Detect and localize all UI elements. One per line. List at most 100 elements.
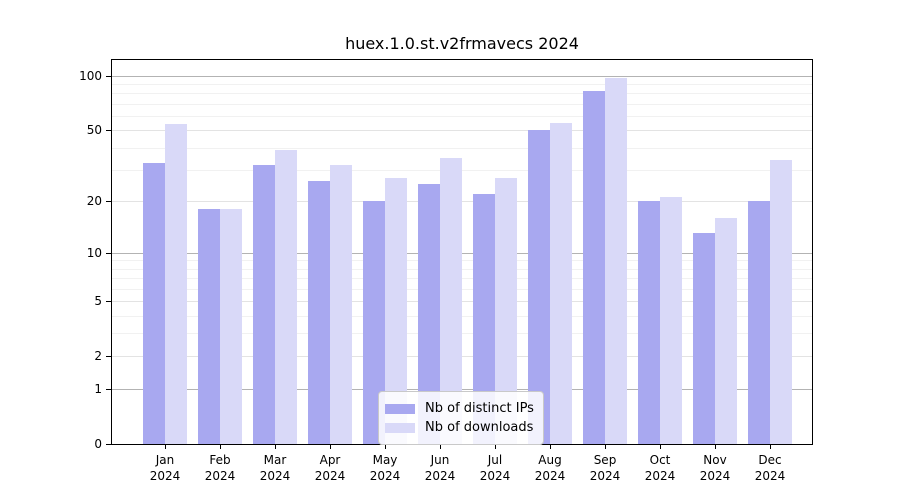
x-tick-month: Aug xyxy=(538,453,562,467)
legend-label-distinct-ips: Nb of distinct IPs xyxy=(425,401,534,416)
bar-downloads-jan xyxy=(165,124,187,444)
legend-item-distinct-ips: Nb of distinct IPs xyxy=(385,400,535,417)
gridline-decade xyxy=(112,76,812,77)
x-tick-year: 2024 xyxy=(699,469,731,483)
gridline-minor xyxy=(112,170,812,171)
bar-distinct-ips-jun xyxy=(418,183,440,444)
x-tick-year: 2024 xyxy=(314,469,346,483)
x-tick-year: 2024 xyxy=(644,469,676,483)
x-tick-mark xyxy=(220,445,221,449)
bar-distinct-ips-feb xyxy=(198,209,220,444)
x-tick-label: Aug 2024 xyxy=(518,452,582,484)
x-tick-label: Sep 2024 xyxy=(573,452,637,484)
gridline-minor xyxy=(112,333,812,334)
x-tick-mark xyxy=(495,445,496,449)
bar-distinct-ips-nov xyxy=(693,233,715,444)
legend-swatch-downloads-icon xyxy=(385,422,415,433)
bar-distinct-ips-sep xyxy=(583,91,605,444)
y-tick-mark xyxy=(106,130,111,131)
x-tick-month: Jul xyxy=(487,453,503,467)
bar-downloads-nov xyxy=(715,217,737,444)
y-tick-mark xyxy=(106,253,111,254)
x-tick-year: 2024 xyxy=(479,469,511,483)
x-tick-mark xyxy=(165,445,166,449)
gridline-minor xyxy=(112,148,812,149)
gridline-decade xyxy=(112,389,812,390)
gridline-major xyxy=(112,201,812,202)
x-tick-year: 2024 xyxy=(204,469,236,483)
x-tick-label: Mar 2024 xyxy=(243,452,307,484)
legend: Nb of distinct IPs Nb of downloads xyxy=(378,391,544,445)
gridline-minor xyxy=(112,93,812,94)
gridline-minor xyxy=(112,104,812,105)
x-tick-mark xyxy=(770,445,771,449)
bar-distinct-ips-aug xyxy=(528,130,550,444)
gridline-minor xyxy=(112,260,812,261)
y-tick-mark xyxy=(106,76,111,77)
y-tick-mark xyxy=(106,356,111,357)
y-tick-mark xyxy=(106,389,111,390)
x-tick-label: Apr 2024 xyxy=(298,452,362,484)
bar-distinct-ips-dec xyxy=(748,201,770,444)
x-tick-mark xyxy=(715,445,716,449)
y-tick-label: 100 xyxy=(79,69,102,83)
y-tick-label: 50 xyxy=(86,123,102,137)
bar-downloads-jun xyxy=(440,158,462,444)
x-tick-month: Nov xyxy=(703,453,727,467)
x-tick-mark xyxy=(440,445,441,449)
x-tick-month: Oct xyxy=(649,453,671,467)
bar-downloads-sep xyxy=(605,78,627,444)
x-tick-label: Jul 2024 xyxy=(463,452,527,484)
y-tick-label: 20 xyxy=(86,194,102,208)
bar-distinct-ips-may xyxy=(363,201,385,444)
bar-distinct-ips-jul xyxy=(473,193,495,444)
chart-title: huex.1.0.st.v2frmavecs 2024 xyxy=(345,34,579,53)
gridline-minor xyxy=(112,269,812,270)
gridline-minor xyxy=(112,84,812,85)
bar-distinct-ips-jan xyxy=(143,162,165,444)
gridline-decade xyxy=(112,253,812,254)
bar-downloads-mar xyxy=(275,149,297,444)
x-tick-year: 2024 xyxy=(589,469,621,483)
bar-downloads-oct xyxy=(660,197,682,444)
x-tick-month: Dec xyxy=(758,453,782,467)
x-tick-year: 2024 xyxy=(149,469,181,483)
x-tick-year: 2024 xyxy=(369,469,401,483)
y-tick-label: 5 xyxy=(94,294,102,308)
bar-downloads-dec xyxy=(770,160,792,444)
x-tick-mark xyxy=(275,445,276,449)
x-tick-label: Dec 2024 xyxy=(738,452,802,484)
x-tick-label: Oct 2024 xyxy=(628,452,692,484)
x-tick-month: Feb xyxy=(209,453,231,467)
legend-label-downloads: Nb of downloads xyxy=(425,420,534,435)
x-tick-mark xyxy=(330,445,331,449)
y-tick-mark xyxy=(106,444,111,445)
y-tick-label: 0 xyxy=(94,437,102,451)
gridline-major xyxy=(112,301,812,302)
x-tick-year: 2024 xyxy=(534,469,566,483)
legend-swatch-distinct-ips-icon xyxy=(385,403,415,414)
x-tick-month: Sep xyxy=(593,453,617,467)
x-tick-year: 2024 xyxy=(754,469,786,483)
bar-downloads-may xyxy=(385,178,407,444)
bar-downloads-aug xyxy=(550,122,572,444)
x-tick-year: 2024 xyxy=(424,469,456,483)
x-tick-label: Jun 2024 xyxy=(408,452,472,484)
legend-item-downloads: Nb of downloads xyxy=(385,419,535,436)
x-tick-month: Mar xyxy=(263,453,287,467)
x-tick-month: Jun xyxy=(430,453,450,467)
bar-downloads-jul xyxy=(495,178,517,444)
bar-downloads-feb xyxy=(220,209,242,444)
plot-area: Nb of distinct IPs Nb of downloads xyxy=(111,59,813,445)
x-tick-mark xyxy=(385,445,386,449)
gridline-minor xyxy=(112,316,812,317)
x-tick-month: Jan xyxy=(155,453,175,467)
x-tick-month: Apr xyxy=(319,453,341,467)
bar-distinct-ips-apr xyxy=(308,180,330,444)
x-tick-label: May 2024 xyxy=(353,452,417,484)
gridline-major xyxy=(112,356,812,357)
x-tick-label: Nov 2024 xyxy=(683,452,747,484)
y-tick-label: 1 xyxy=(94,382,102,396)
y-tick-label: 2 xyxy=(94,349,102,363)
